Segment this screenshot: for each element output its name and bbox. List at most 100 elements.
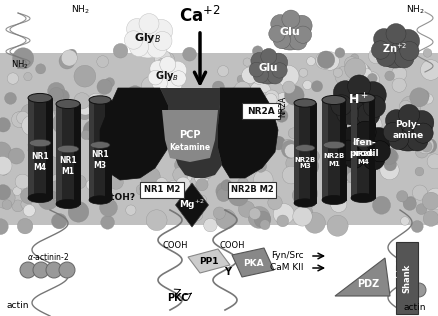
Circle shape	[225, 97, 244, 116]
Circle shape	[340, 83, 354, 97]
Polygon shape	[187, 249, 230, 273]
Circle shape	[15, 174, 30, 189]
Polygon shape	[334, 258, 389, 296]
Circle shape	[33, 169, 48, 184]
Circle shape	[421, 192, 438, 210]
Circle shape	[120, 116, 129, 126]
Text: PKA: PKA	[242, 258, 263, 268]
Text: EtOH?: EtOH?	[104, 193, 135, 203]
Circle shape	[12, 200, 24, 212]
Circle shape	[344, 57, 357, 70]
Text: NR2B
M4: NR2B M4	[352, 151, 373, 165]
Circle shape	[376, 146, 389, 159]
Circle shape	[359, 68, 371, 81]
Circle shape	[118, 109, 139, 130]
Circle shape	[281, 10, 299, 28]
Circle shape	[292, 187, 308, 204]
Circle shape	[227, 149, 247, 168]
Circle shape	[332, 68, 342, 77]
Circle shape	[149, 19, 172, 43]
Circle shape	[300, 121, 310, 131]
Circle shape	[336, 102, 358, 125]
Circle shape	[289, 32, 307, 50]
Circle shape	[59, 262, 75, 278]
Circle shape	[170, 71, 186, 86]
Circle shape	[68, 202, 88, 222]
Circle shape	[344, 58, 365, 79]
Circle shape	[162, 52, 174, 65]
Circle shape	[275, 109, 287, 122]
Circle shape	[384, 71, 394, 81]
Circle shape	[272, 32, 290, 49]
Circle shape	[109, 158, 128, 177]
Circle shape	[341, 106, 357, 122]
Circle shape	[390, 47, 408, 64]
Circle shape	[315, 52, 332, 69]
Circle shape	[356, 103, 379, 126]
Circle shape	[161, 56, 173, 68]
Circle shape	[363, 75, 371, 83]
Circle shape	[332, 81, 357, 105]
Ellipse shape	[89, 196, 111, 204]
Ellipse shape	[28, 193, 52, 203]
Circle shape	[17, 111, 29, 124]
Circle shape	[26, 182, 40, 196]
Ellipse shape	[57, 145, 78, 153]
Circle shape	[342, 79, 361, 98]
Circle shape	[282, 166, 299, 184]
Circle shape	[411, 283, 425, 297]
Circle shape	[406, 130, 427, 151]
Ellipse shape	[322, 141, 344, 149]
Text: NH$_2$: NH$_2$	[11, 59, 29, 71]
Circle shape	[282, 81, 294, 94]
Circle shape	[379, 161, 398, 180]
Circle shape	[0, 142, 11, 162]
Circle shape	[189, 97, 204, 112]
Circle shape	[332, 132, 346, 146]
Circle shape	[101, 216, 114, 229]
Circle shape	[110, 145, 128, 163]
Text: NR1
M4: NR1 M4	[31, 152, 49, 172]
Circle shape	[212, 81, 224, 93]
Circle shape	[195, 139, 207, 151]
Circle shape	[7, 73, 18, 84]
Circle shape	[156, 128, 170, 142]
Circle shape	[56, 90, 69, 103]
Circle shape	[335, 126, 346, 137]
Circle shape	[59, 53, 75, 69]
Circle shape	[363, 95, 385, 118]
Circle shape	[357, 137, 368, 149]
Circle shape	[185, 122, 196, 132]
Circle shape	[411, 185, 427, 200]
Circle shape	[311, 81, 322, 92]
Circle shape	[317, 51, 334, 69]
Circle shape	[337, 118, 357, 138]
Circle shape	[217, 66, 228, 76]
Circle shape	[260, 48, 276, 64]
Circle shape	[399, 41, 418, 61]
Circle shape	[218, 147, 236, 165]
Circle shape	[251, 52, 283, 84]
Text: COOH: COOH	[162, 241, 187, 251]
Circle shape	[136, 184, 147, 195]
Circle shape	[60, 122, 73, 135]
Bar	[350, 98, 374, 198]
Circle shape	[37, 181, 53, 197]
Circle shape	[89, 145, 100, 156]
Text: H$^+$: H$^+$	[347, 92, 367, 108]
Circle shape	[267, 68, 283, 84]
Text: NR2A: NR2A	[278, 95, 287, 117]
Circle shape	[2, 200, 12, 210]
Circle shape	[273, 204, 293, 224]
Circle shape	[173, 167, 187, 182]
Circle shape	[340, 127, 363, 149]
Circle shape	[8, 148, 25, 164]
Circle shape	[398, 100, 411, 113]
Circle shape	[224, 95, 244, 116]
Text: PCP: PCP	[179, 130, 200, 140]
Circle shape	[362, 148, 384, 170]
Circle shape	[31, 93, 49, 112]
Ellipse shape	[350, 94, 374, 103]
Circle shape	[141, 76, 161, 96]
Circle shape	[74, 65, 95, 87]
